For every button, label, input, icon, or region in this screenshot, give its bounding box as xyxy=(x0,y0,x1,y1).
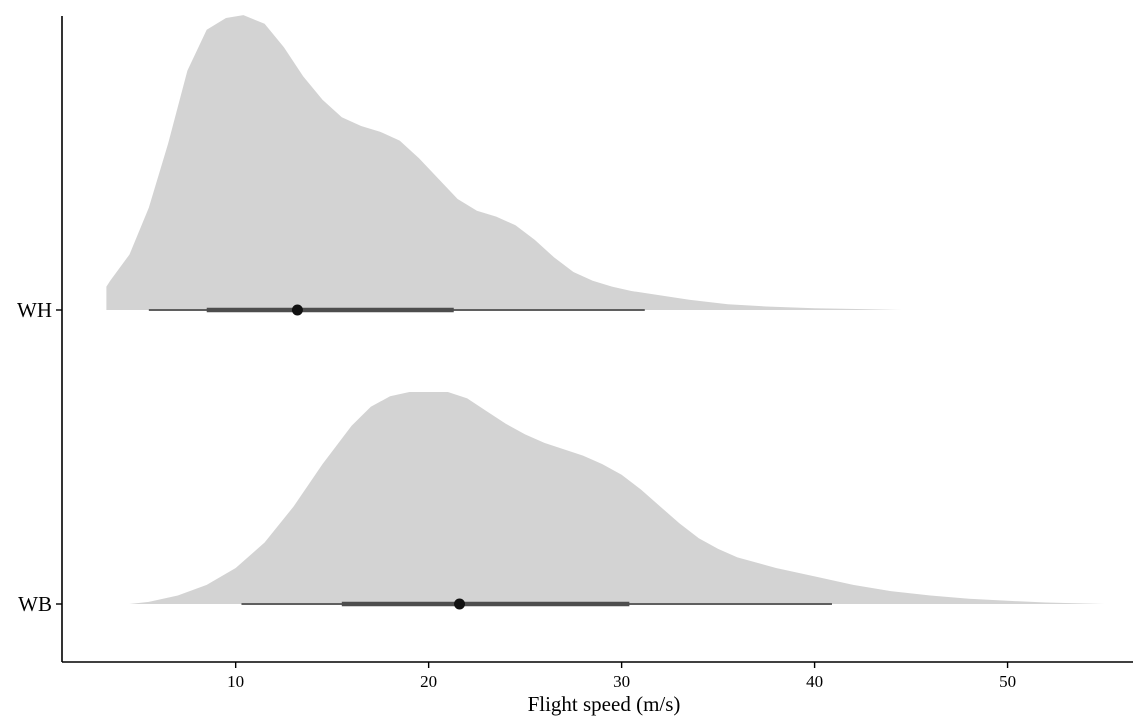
median-point-wb xyxy=(454,598,466,610)
density-wb xyxy=(129,392,1105,604)
x-tick-label-30: 30 xyxy=(613,672,630,691)
x-tick-label-40: 40 xyxy=(806,672,823,691)
density-wh xyxy=(106,15,902,310)
y-ticks: WB WH xyxy=(17,298,62,616)
density-layer xyxy=(106,15,1105,604)
x-tick-label-10: 10 xyxy=(227,672,244,691)
x-axis-title: Flight speed (m/s) xyxy=(528,692,681,716)
y-tick-label-wb: WB xyxy=(18,592,52,616)
x-ticks: 10 20 30 40 50 xyxy=(227,662,1016,691)
y-tick-label-wh: WH xyxy=(17,298,52,322)
x-tick-label-50: 50 xyxy=(999,672,1016,691)
interval-layer xyxy=(148,304,832,610)
x-tick-label-20: 20 xyxy=(420,672,437,691)
median-point-wh xyxy=(291,304,303,316)
